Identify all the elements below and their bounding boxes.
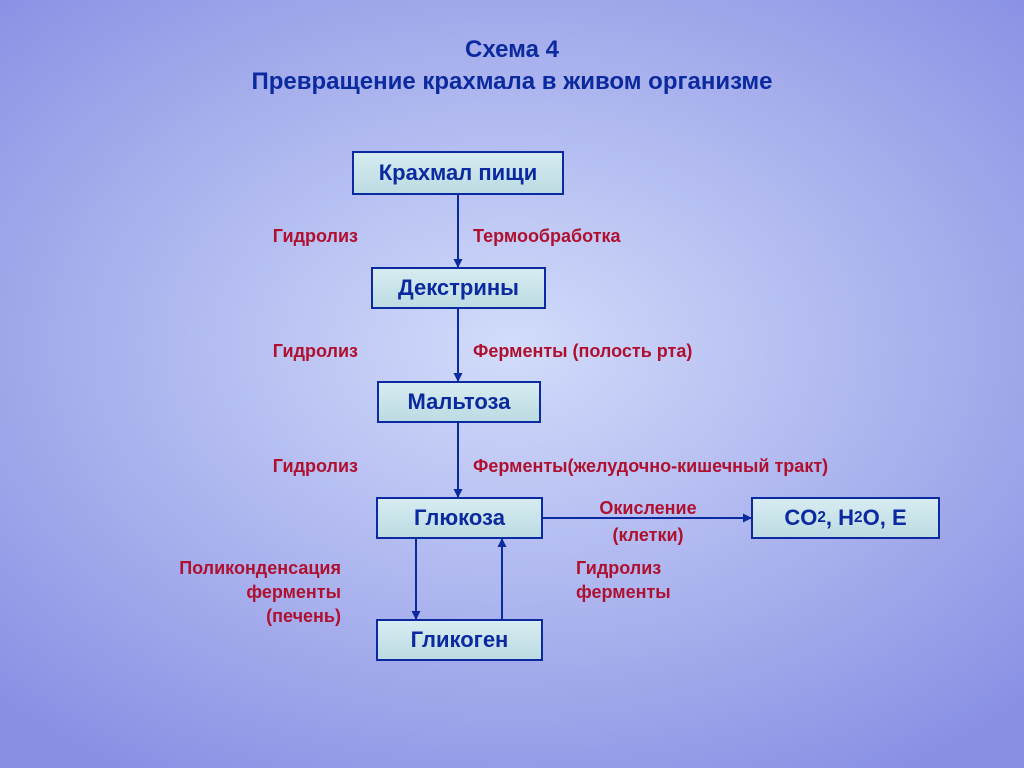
label-l5_right1: Гидролиз xyxy=(576,557,661,580)
node-glycogen: Гликоген xyxy=(376,619,543,661)
label-l5_left3: (печень) xyxy=(266,605,341,628)
node-glucose: Глюкоза xyxy=(376,497,543,539)
label-l1_left: Гидролиз xyxy=(273,225,358,248)
slide-canvas: Схема 4 Превращение крахмала в живом орг… xyxy=(0,0,1024,768)
label-l2_right: Ферменты (полость рта) xyxy=(473,340,692,363)
label-l5_right2: ферменты xyxy=(576,581,671,604)
label-l3_right: Ферменты(желудочно-кишечный тракт) xyxy=(473,455,828,478)
label-l3_left: Гидролиз xyxy=(273,455,358,478)
label-l5_left2: ферменты xyxy=(246,581,341,604)
title-line-1: Схема 4 xyxy=(0,34,1024,66)
title-line-2: Превращение крахмала в живом организме xyxy=(0,66,1024,98)
label-l4_bot: (клетки) xyxy=(612,524,683,547)
label-l1_right: Термообработка xyxy=(473,225,621,248)
node-dextrins: Декстрины xyxy=(371,267,546,309)
label-l2_left: Гидролиз xyxy=(273,340,358,363)
node-maltose: Мальтоза xyxy=(377,381,541,423)
label-l5_left1: Поликонденсация xyxy=(179,557,341,580)
node-products: CO2, H2O, E xyxy=(751,497,940,539)
node-starch: Крахмал пищи xyxy=(352,151,564,195)
title-block: Схема 4 Превращение крахмала в живом орг… xyxy=(0,34,1024,99)
label-l4_top: Окисление xyxy=(599,497,696,520)
